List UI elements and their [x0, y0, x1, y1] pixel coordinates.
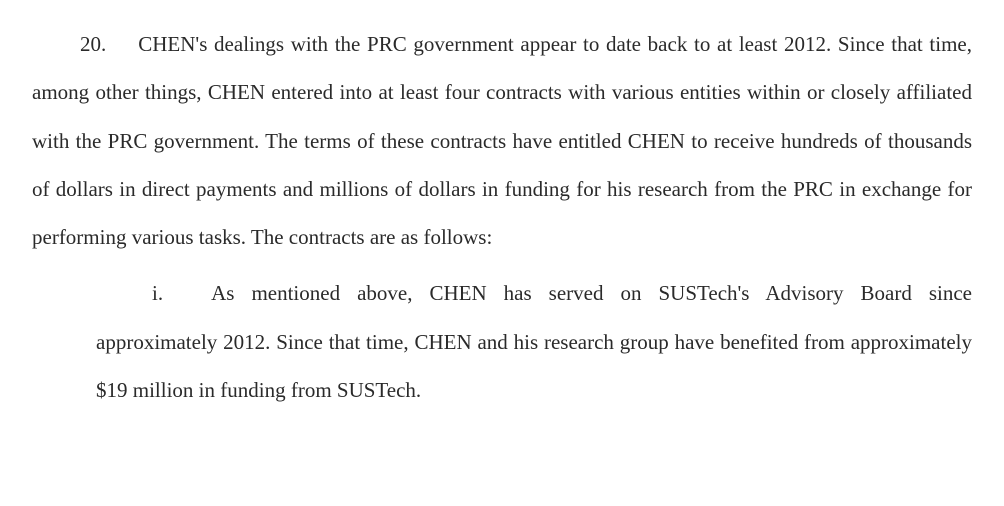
paragraph-number: 20. [80, 20, 106, 68]
numbered-paragraph: 20.CHEN's dealings with the PRC governme… [32, 20, 972, 261]
paragraph-text: CHEN's dealings with the PRC government … [32, 32, 972, 249]
sub-paragraph-text: As mentioned above, CHEN has served on S… [96, 281, 972, 402]
sub-paragraph: i.As mentioned above, CHEN has served on… [96, 269, 972, 414]
sub-paragraph-number: i. [152, 269, 163, 317]
